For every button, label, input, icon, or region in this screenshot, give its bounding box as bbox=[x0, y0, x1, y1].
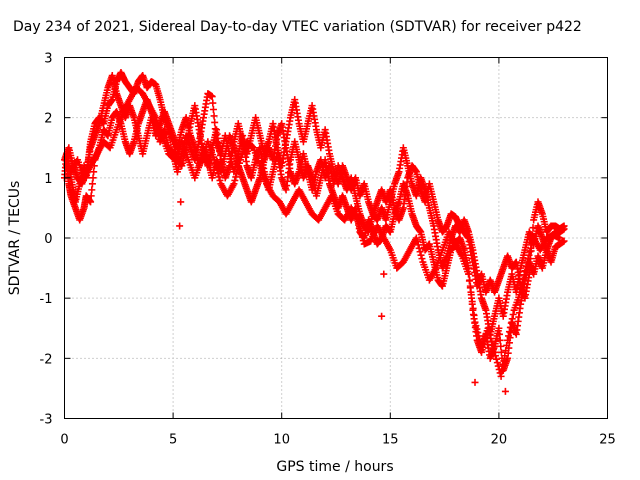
data-point bbox=[210, 106, 217, 113]
data-point bbox=[89, 180, 96, 187]
x-tick-label: 25 bbox=[599, 433, 616, 448]
x-tick-label: 20 bbox=[491, 433, 508, 448]
y-axis-label: SDTVAR / TECUs bbox=[7, 181, 23, 296]
data-point bbox=[418, 252, 425, 259]
y-tick-label: 0 bbox=[44, 232, 52, 247]
data-point bbox=[88, 186, 95, 193]
y-tick-label: -1 bbox=[40, 292, 53, 307]
x-tick-label: 0 bbox=[60, 433, 68, 448]
data-point bbox=[418, 255, 425, 262]
data-point bbox=[472, 379, 479, 386]
data-point bbox=[209, 100, 216, 107]
y-tick-label: 3 bbox=[44, 52, 52, 67]
data-point bbox=[466, 277, 473, 284]
data-point bbox=[471, 312, 478, 319]
y-tick-label: 2 bbox=[44, 112, 52, 127]
data-point bbox=[90, 174, 97, 181]
data-point bbox=[380, 271, 387, 278]
y-tick-label: -2 bbox=[40, 352, 53, 367]
x-tick-label: 5 bbox=[169, 433, 177, 448]
data-point bbox=[211, 112, 218, 119]
y-tick-label: 1 bbox=[44, 172, 52, 187]
data-point bbox=[502, 388, 509, 395]
chart-title: Day 234 of 2021, Sidereal Day-to-day VTE… bbox=[13, 19, 582, 35]
x-tick-label: 15 bbox=[382, 433, 399, 448]
y-tick-label: -3 bbox=[40, 413, 53, 428]
data-points bbox=[61, 69, 568, 395]
data-point bbox=[211, 119, 218, 126]
x-tick-label: 10 bbox=[273, 433, 290, 448]
data-point bbox=[378, 313, 385, 320]
sdtvar-chart: Day 234 of 2021, Sidereal Day-to-day VTE… bbox=[0, 0, 640, 480]
data-point bbox=[177, 198, 184, 205]
data-point bbox=[472, 319, 479, 326]
x-axis-label: GPS time / hours bbox=[276, 459, 393, 475]
data-point bbox=[176, 222, 183, 229]
